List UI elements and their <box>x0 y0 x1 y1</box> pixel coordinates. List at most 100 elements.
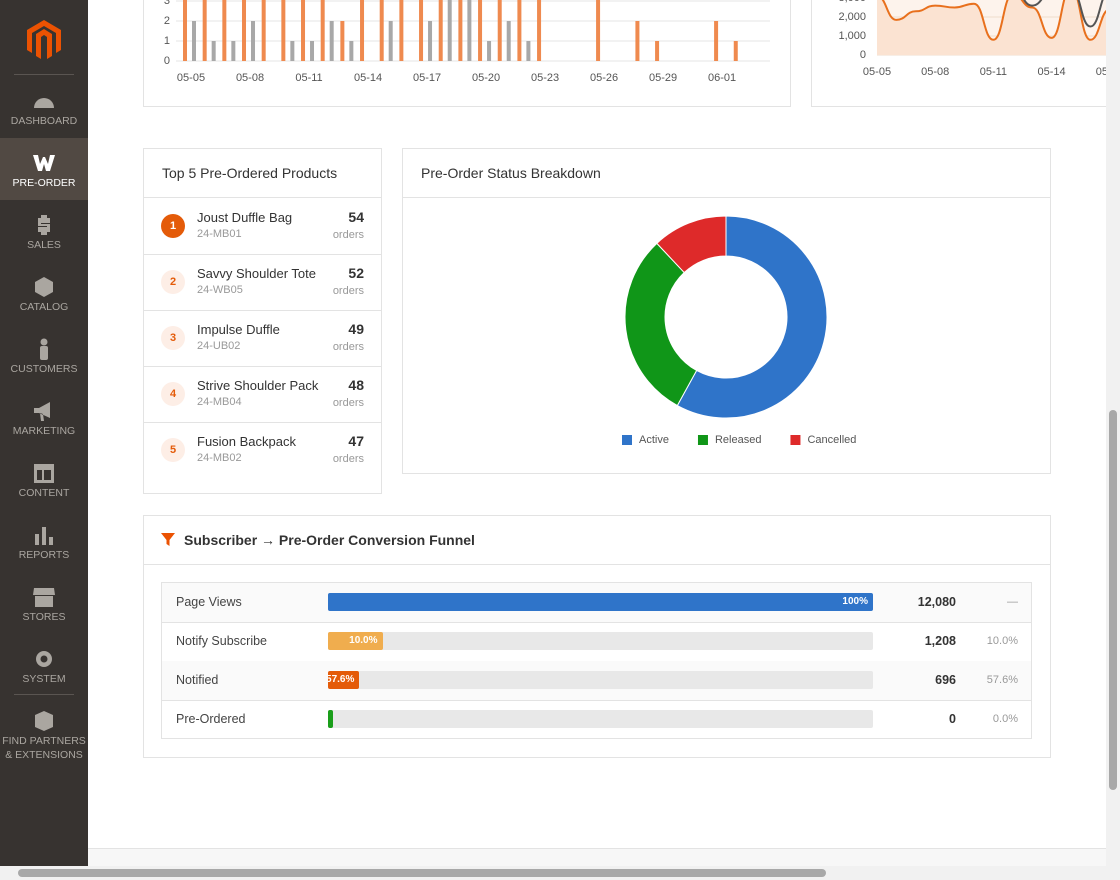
order-unit: orders <box>332 341 364 353</box>
icon-shape <box>33 155 55 171</box>
icon-shape <box>33 588 55 607</box>
nav-label: CATALOG <box>19 301 69 313</box>
nav-label: STORES <box>22 611 66 623</box>
stage-rate: 0.0% <box>992 713 1018 725</box>
stage-count: 1,208 <box>924 634 956 648</box>
stage-count: 0 <box>949 712 956 726</box>
nav-item[interactable]: PRE-ORDER <box>0 138 88 200</box>
icon-shape <box>40 655 48 663</box>
funnel-panel: Subscriber → Pre-Order Conversion Funnel… <box>143 515 1051 758</box>
rank-badge: 1 <box>161 214 185 238</box>
panel-title: Top 5 Pre-Ordered Products <box>144 149 381 198</box>
filter-icon <box>161 533 175 546</box>
icon-shape <box>35 277 53 297</box>
order-count: 54 <box>348 209 364 225</box>
nav-item[interactable]: CUSTOMERS <box>0 324 88 386</box>
logo-shape <box>36 29 52 59</box>
product-sku: 24-MB02 <box>197 452 242 464</box>
nav-label: PRE-ORDER <box>12 177 76 189</box>
icon-shape <box>34 464 54 483</box>
rank-badge: 4 <box>161 382 185 406</box>
funnel-bar <box>328 710 333 728</box>
bar-track: 100% <box>328 593 873 611</box>
rank-badge: 5 <box>161 438 185 462</box>
icon-shape <box>49 537 53 545</box>
scroll-thumb[interactable] <box>18 869 826 877</box>
icon-shape <box>42 527 46 545</box>
separator <box>14 74 74 75</box>
funnel-bar: 57.6% <box>328 671 360 689</box>
panel-title: Pre-Order Status Breakdown <box>403 149 1050 198</box>
product-name: Fusion Backpack <box>197 434 296 449</box>
bar-track <box>328 710 873 728</box>
top-products-panel: Top 5 Pre-Ordered Products 1 Joust Duffle… <box>143 148 382 494</box>
status-panel: Pre-Order Status Breakdown <box>402 148 1051 474</box>
nav-item[interactable]: DASHBOARD <box>0 76 88 138</box>
bar-track: 57.6% <box>328 671 873 689</box>
icon-shape <box>40 346 48 360</box>
nav-icon <box>38 215 50 235</box>
nav-item[interactable]: SYSTEM <box>0 634 88 696</box>
product-name: Impulse Duffle <box>197 322 280 337</box>
bar-track: 10.0% <box>328 632 873 650</box>
footer-strip <box>88 848 1106 866</box>
nav-icon <box>35 527 53 545</box>
rank-badge: 3 <box>161 326 185 350</box>
nav-label: SALES <box>27 239 61 251</box>
nav-item[interactable]: MARKETING <box>0 386 88 448</box>
stage-count: 12,080 <box>917 595 956 609</box>
nav-item[interactable]: REPORTS <box>0 510 88 572</box>
nav-label: CONTENT <box>18 487 70 499</box>
product-name: Joust Duffle Bag <box>197 210 293 225</box>
logo-shape <box>27 20 61 53</box>
logo[interactable] <box>24 18 64 60</box>
bar-label: 57.6% <box>328 674 355 685</box>
order-unit: orders <box>332 453 364 465</box>
stage-count: 696 <box>935 673 956 687</box>
nav-item[interactable]: SALES <box>0 200 88 262</box>
order-unit: orders <box>332 229 364 241</box>
stage-label: Notified <box>176 673 219 687</box>
nav-icon <box>35 711 53 731</box>
revenue-chart-panel <box>811 0 1120 107</box>
stage-rate: — <box>1007 596 1018 608</box>
filter-shape <box>161 533 175 546</box>
nav-label: MARKETING <box>12 425 76 437</box>
product-row: 5 Fusion Backpack 24-MB02 47 orders <box>144 422 381 478</box>
icon-shape <box>35 534 39 545</box>
product-row: 4 Strive Shoulder Pack 24-MB04 48 orders <box>144 366 381 423</box>
bar-label: 10.0% <box>349 635 378 646</box>
product-row: 1 Joust Duffle Bag 24-MB01 54 orders <box>144 198 381 255</box>
horizontal-scrollbar[interactable] <box>0 866 1120 880</box>
funnel-row: Page Views 100% 12,080 — <box>162 583 1031 623</box>
product-row: 2 Savvy Shoulder Tote 24-WB05 52 orders <box>144 254 381 311</box>
product-sku: 24-WB05 <box>197 284 243 296</box>
funnel-row: Notify Subscribe 10.0% 1,208 10.0% <box>162 622 1031 662</box>
orders-chart-panel <box>143 0 791 107</box>
separator <box>14 694 74 695</box>
panel-title: Subscriber → Pre-Order Conversion Funnel <box>144 516 1050 565</box>
product-sku: 24-UB02 <box>197 340 241 352</box>
product-row: 3 Impulse Duffle 24-UB02 49 orders <box>144 310 381 367</box>
nav-item[interactable]: FIND PARTNERS & EXTENSIONS <box>0 696 88 761</box>
order-count: 47 <box>348 433 364 449</box>
icon-shape <box>34 402 50 421</box>
stage-label: Notify Subscribe <box>176 634 268 648</box>
nav-icon <box>36 651 52 667</box>
order-unit: orders <box>332 285 364 297</box>
stage-rate: 57.6% <box>986 674 1018 686</box>
stage-label: Pre-Ordered <box>176 712 246 726</box>
vertical-scrollbar[interactable] <box>1106 0 1120 866</box>
funnel-bar: 10.0% <box>328 632 383 650</box>
nav-icon <box>33 155 55 171</box>
funnel-table: Page Views 100% 12,080 — Notify Subscribe 10.… <box>161 582 1032 739</box>
order-count: 49 <box>348 321 364 337</box>
nav-item[interactable]: CATALOG <box>0 262 88 324</box>
scroll-thumb[interactable] <box>1109 410 1117 790</box>
icon-shape <box>35 711 53 731</box>
nav-item[interactable]: CONTENT <box>0 448 88 510</box>
nav-icon <box>35 277 53 297</box>
rank-badge: 2 <box>161 270 185 294</box>
nav-item[interactable]: STORES <box>0 572 88 634</box>
